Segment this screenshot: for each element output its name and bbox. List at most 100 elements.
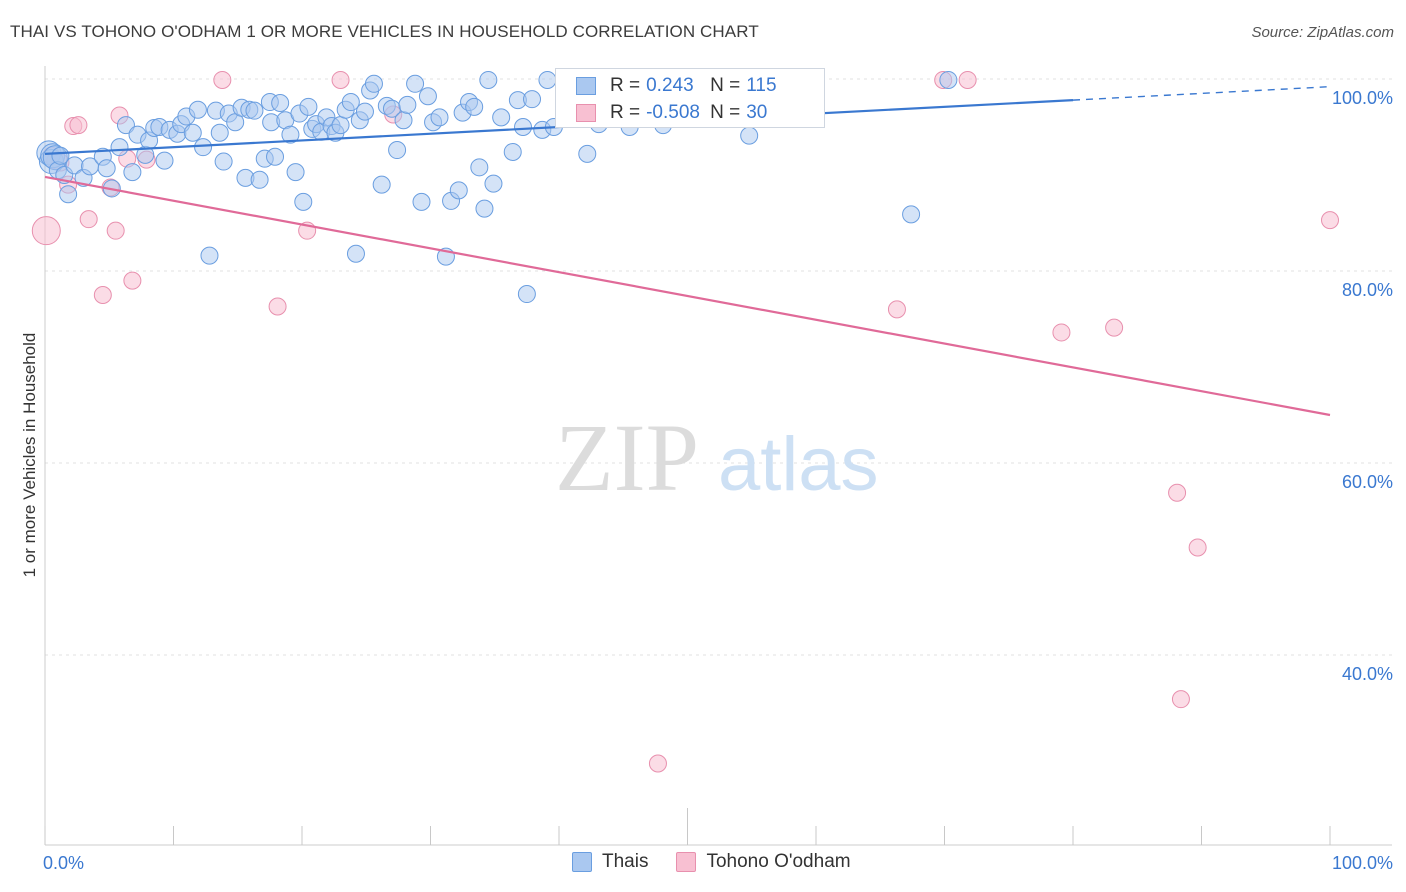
tohono-point bbox=[31, 216, 61, 246]
thais-point bbox=[902, 205, 921, 224]
thais-point bbox=[475, 199, 494, 218]
legend-r-label: R = bbox=[610, 102, 641, 123]
thais-point bbox=[492, 108, 511, 127]
thais-point bbox=[123, 163, 142, 182]
series-legend-thais[interactable]: Thais bbox=[572, 851, 648, 873]
watermark-zip: ZIP bbox=[555, 404, 699, 511]
tohono-point bbox=[123, 271, 142, 290]
legend-row-tohono: R = -0.508 N = 30 bbox=[576, 102, 810, 124]
thais-point bbox=[210, 123, 229, 142]
legend-r-value-thais: 0.243 bbox=[646, 75, 694, 96]
thais-point bbox=[388, 141, 407, 160]
series-legend: Thais Tohono O'odham bbox=[572, 851, 879, 873]
thais-point bbox=[59, 185, 78, 204]
thais-point bbox=[372, 175, 391, 194]
legend-n-value-tohono: 30 bbox=[746, 102, 768, 123]
legend-r-label: R = bbox=[610, 75, 641, 96]
tohono-point bbox=[213, 70, 232, 89]
thais-point bbox=[517, 285, 536, 304]
thais-point bbox=[188, 100, 207, 119]
y-axis-label: 1 or more Vehicles in Household bbox=[20, 333, 39, 578]
thais-point bbox=[155, 151, 174, 170]
series-legend-label-tohono: Tohono O'odham bbox=[706, 851, 851, 872]
thais-point bbox=[281, 125, 300, 144]
series-swatch-thais bbox=[572, 852, 592, 872]
thais-point bbox=[538, 70, 557, 89]
thais-point bbox=[245, 101, 264, 120]
thais-point bbox=[406, 74, 425, 93]
y-tick-label: 80.0% bbox=[1342, 280, 1393, 300]
axes bbox=[44, 66, 1392, 846]
thais-point bbox=[503, 142, 522, 161]
series-legend-label-thais: Thais bbox=[602, 851, 649, 872]
y-tick-label: 40.0% bbox=[1342, 664, 1393, 684]
tohono-point bbox=[1168, 483, 1187, 502]
thais-point bbox=[331, 116, 350, 135]
thais-point bbox=[412, 192, 431, 211]
tohono-point bbox=[1105, 318, 1124, 337]
thais-point bbox=[418, 87, 437, 106]
thais-point bbox=[110, 138, 129, 157]
trend-lines bbox=[44, 85, 1331, 417]
grid-lines bbox=[45, 78, 1392, 656]
x-tick-label: 0.0% bbox=[43, 853, 84, 873]
source-credit: Source: ZipAtlas.com bbox=[1251, 24, 1394, 41]
chart-title: THAI VS TOHONO O'ODHAM 1 OR MORE VEHICLE… bbox=[10, 22, 759, 41]
thais-point bbox=[470, 158, 489, 177]
tohono-point bbox=[887, 300, 906, 319]
legend-swatch-thais bbox=[576, 77, 596, 95]
thais-point bbox=[740, 126, 759, 145]
tohono-trend-line bbox=[44, 175, 1331, 417]
thais-point bbox=[449, 181, 468, 200]
series-legend-tohono[interactable]: Tohono O'odham bbox=[676, 851, 851, 873]
tohono-point bbox=[69, 116, 88, 135]
tick-labels: 100.0% 80.0% 60.0% 40.0% 0.0% 100.0% bbox=[43, 88, 1393, 873]
thais-point bbox=[484, 174, 503, 193]
y-tick-label: 100.0% bbox=[1332, 88, 1393, 108]
thais-point bbox=[294, 192, 313, 211]
tohono-point bbox=[1321, 211, 1339, 230]
thais-point bbox=[250, 170, 269, 189]
thais-point bbox=[465, 97, 484, 116]
thais-point bbox=[479, 70, 498, 89]
thais-point bbox=[578, 144, 597, 163]
legend-n-label: N = bbox=[710, 102, 741, 123]
thais-point bbox=[430, 108, 449, 127]
legend-row-thais: R = 0.243 N = 115 bbox=[576, 75, 810, 97]
thais-point bbox=[200, 246, 219, 265]
tohono-point bbox=[93, 286, 112, 304]
legend-swatch-tohono bbox=[576, 104, 596, 122]
x-tick-label: 100.0% bbox=[1332, 853, 1393, 873]
tohono-point bbox=[106, 221, 125, 240]
correlation-legend: R = 0.243 N = 115 R = -0.508 N = 30 bbox=[555, 68, 825, 128]
y-tick-label: 60.0% bbox=[1342, 472, 1393, 492]
tohono-point bbox=[268, 297, 287, 316]
thais-point bbox=[214, 152, 233, 171]
thais-point bbox=[266, 147, 285, 166]
thais-trend-extension bbox=[1072, 85, 1331, 101]
tohono-point bbox=[1188, 538, 1207, 557]
thais-point bbox=[194, 138, 213, 157]
legend-n-value-thais: 115 bbox=[746, 75, 777, 96]
thais-point bbox=[523, 90, 542, 109]
thais-point bbox=[939, 70, 958, 89]
tohono-point bbox=[79, 210, 98, 229]
thais-point bbox=[183, 123, 202, 142]
tohono-point bbox=[1052, 323, 1071, 342]
watermark-atlas: atlas bbox=[718, 422, 879, 507]
thais-point bbox=[514, 118, 533, 136]
thais-point bbox=[116, 116, 135, 135]
legend-r-value-tohono: -0.508 bbox=[646, 102, 700, 123]
thais-point bbox=[394, 111, 413, 130]
thais-point bbox=[341, 93, 360, 112]
tohono-point bbox=[958, 70, 977, 89]
thais-point bbox=[271, 94, 290, 112]
thais-point bbox=[346, 244, 365, 263]
tohono-point bbox=[331, 70, 350, 89]
thais-point bbox=[51, 146, 70, 165]
tohono-point bbox=[648, 754, 667, 773]
thais-point bbox=[299, 97, 318, 116]
thais-point bbox=[355, 102, 374, 121]
thais-point bbox=[364, 74, 383, 93]
